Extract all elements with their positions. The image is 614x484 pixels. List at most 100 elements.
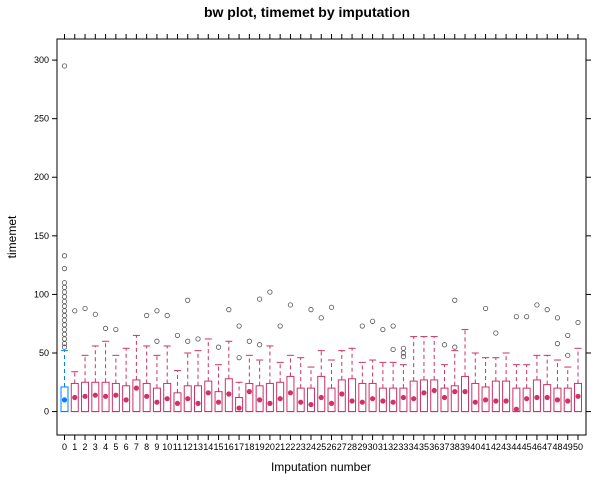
- box-19: [255, 296, 264, 413]
- x-tick-label: 5: [113, 442, 118, 452]
- box-44: [512, 314, 521, 413]
- y-tick-label: 300: [34, 55, 49, 65]
- median-dot: [144, 393, 150, 399]
- box-iqr: [101, 381, 110, 413]
- x-axis: 0 1 2 3 4 5 6 7 8 9 10 11 12 13 14 15 16 17 18 19 20 21 22 23 24…: [62, 34, 583, 452]
- median-dot: [72, 394, 78, 401]
- outlier-point: [441, 342, 448, 348]
- box-36: [430, 336, 439, 413]
- box-iqr: [543, 384, 552, 413]
- outlier-point: [82, 305, 88, 312]
- box-24: [306, 307, 315, 413]
- median-dot: [236, 405, 242, 411]
- outlier-point: [380, 326, 386, 333]
- outlier-point: [534, 302, 540, 308]
- box-iqr: [265, 382, 274, 413]
- outlier-point: [61, 63, 68, 69]
- box-iqr: [348, 378, 357, 413]
- box-15: [214, 344, 223, 413]
- outlier-point: [164, 312, 170, 319]
- box-49: [563, 332, 572, 413]
- box-iqr: [245, 382, 254, 413]
- x-tick-label: 27: [337, 442, 347, 452]
- median-dot: [174, 400, 181, 406]
- box-iqr: [173, 392, 182, 413]
- box-iqr: [502, 380, 511, 413]
- median-dot: [298, 399, 304, 405]
- outlier-point: [246, 338, 252, 344]
- box-7: [132, 334, 141, 413]
- x-tick-label: 46: [532, 442, 542, 452]
- box-iqr: [440, 387, 449, 413]
- y-tick-label: 0: [44, 407, 49, 417]
- box-iqr: [214, 391, 223, 413]
- median-dot: [390, 399, 396, 405]
- box-iqr: [306, 387, 315, 413]
- box-22: [286, 302, 295, 413]
- median-dot: [328, 400, 335, 406]
- median-dot: [287, 390, 294, 396]
- x-tick-label: 29: [357, 442, 367, 452]
- outlier-point: [452, 344, 458, 350]
- x-tick-label: 12: [183, 442, 193, 452]
- outlier-point: [328, 304, 335, 310]
- median-dot: [493, 398, 499, 404]
- box-5: [111, 326, 120, 413]
- box-iqr: [296, 387, 305, 413]
- box-0: [60, 63, 69, 413]
- x-tick-label: 17: [234, 442, 244, 452]
- box-43: [502, 352, 511, 413]
- x-tick-label: 39: [460, 442, 470, 452]
- x-tick-label: 24: [306, 442, 316, 452]
- outlier-point: [154, 308, 160, 314]
- box-iqr: [91, 381, 100, 413]
- y-tick-label: 200: [34, 172, 49, 182]
- outlier-point: [554, 315, 561, 321]
- median-dot: [380, 398, 386, 404]
- box-iqr: [419, 379, 428, 413]
- x-tick-label: 45: [522, 442, 532, 452]
- outlier-point: [277, 323, 283, 329]
- box-35: [419, 336, 428, 413]
- outlier-point: [61, 303, 68, 309]
- x-tick-label: 28: [347, 442, 357, 452]
- median-dot: [503, 398, 509, 404]
- x-tick-label: 49: [563, 442, 573, 452]
- outlier-point: [493, 330, 499, 336]
- x-tick-label: 14: [203, 442, 213, 452]
- box-iqr: [399, 387, 408, 413]
- median-dot: [565, 398, 571, 404]
- box-iqr: [194, 385, 203, 413]
- box-iqr: [327, 387, 336, 413]
- outlier-point: [61, 266, 68, 272]
- box-iqr: [563, 387, 572, 413]
- outlier-point: [236, 323, 242, 329]
- x-tick-label: 15: [214, 442, 224, 452]
- box-iqr: [461, 375, 470, 413]
- x-axis-label: Imputation number: [271, 460, 371, 474]
- x-tick-label: 4: [103, 442, 108, 452]
- box-14: [204, 338, 213, 413]
- x-tick-label: 3: [93, 442, 98, 452]
- box-25: [317, 315, 326, 413]
- chart-title: bw plot, timemet by imputation: [204, 4, 410, 20]
- box-iqr: [430, 379, 439, 413]
- y-axis: 0 50 100 150 200 250 300: [34, 55, 591, 417]
- median-dot: [257, 397, 263, 403]
- outlier-point: [61, 317, 68, 323]
- box-31: [378, 326, 387, 413]
- box-iqr: [553, 387, 562, 413]
- x-tick-label: 41: [481, 442, 491, 452]
- x-tick-label: 8: [144, 442, 149, 452]
- outlier-point: [185, 297, 191, 303]
- outlier-point: [565, 332, 571, 339]
- median-dot: [339, 391, 345, 397]
- x-tick-label: 35: [419, 442, 429, 452]
- outlier-point: [257, 342, 263, 348]
- median-dot: [359, 399, 365, 405]
- median-dot: [441, 394, 448, 401]
- x-tick-label: 7: [134, 442, 139, 452]
- box-29: [358, 323, 367, 413]
- median-dot: [277, 396, 283, 402]
